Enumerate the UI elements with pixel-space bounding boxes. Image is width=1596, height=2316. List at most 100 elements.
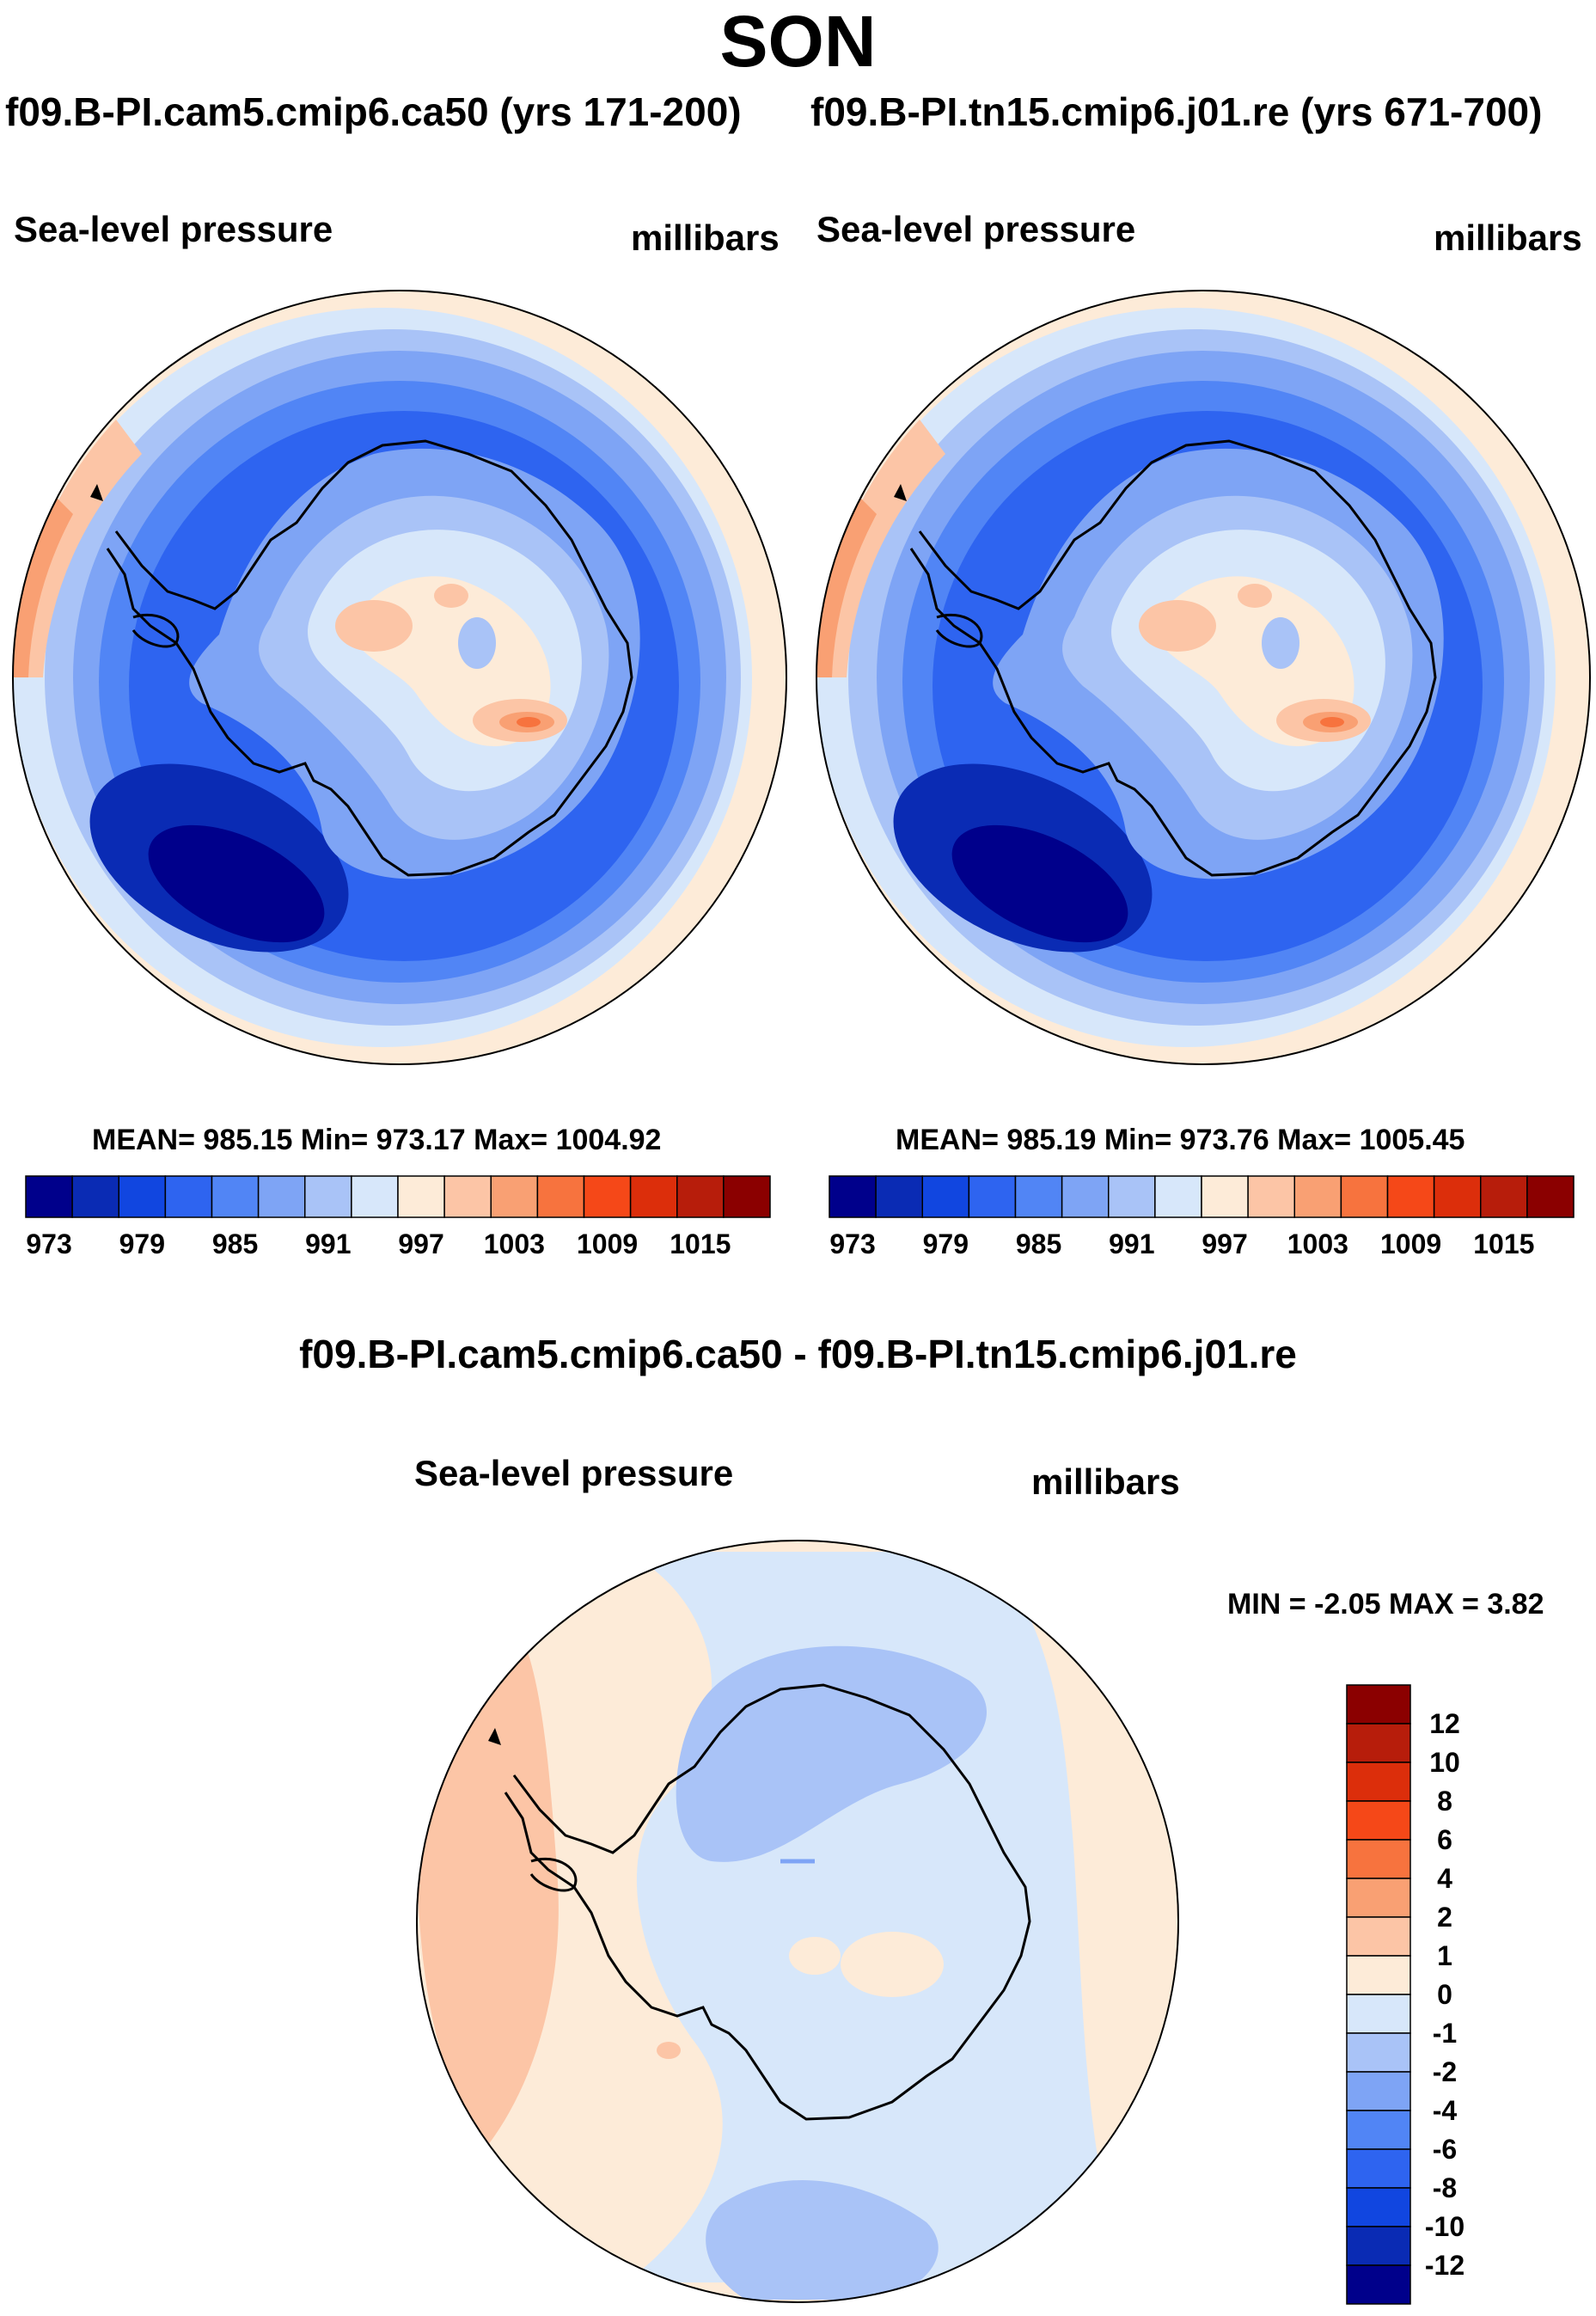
- diff-colorbar-tick-label: -4: [1433, 2095, 1458, 2126]
- diff-colorbar-swatch: [1346, 2071, 1411, 2111]
- diff-panel-units: millibars: [1031, 1461, 1180, 1502]
- diff-colorbar-tick-label: -1: [1433, 2018, 1457, 2049]
- panel-2-colorbar-swatch: [1526, 1175, 1575, 1218]
- panel-1-colorbar-tick-label: 1009: [577, 1228, 638, 1259]
- panel-1-colorbar-tick-label: 1003: [484, 1228, 545, 1259]
- panel-2-colorbar-swatch: [829, 1175, 877, 1218]
- panel-2-colorbar-tick-label: 973: [829, 1228, 875, 1259]
- diff-colorbar-tick-label: 10: [1429, 1747, 1460, 1778]
- diff-colorbar-tick-label: -6: [1433, 2134, 1457, 2165]
- panel-1-colorbar-swatch: [583, 1175, 632, 1218]
- diff-colorbar-swatch: [1346, 1684, 1411, 1725]
- diff-map-border: [416, 1540, 1179, 2303]
- diff-colorbar-tick-label: 1: [1437, 1940, 1452, 1971]
- diff-colorbar-swatch: [1346, 2110, 1411, 2150]
- panel-1-units: millibars: [631, 218, 780, 258]
- panel-2-colorbar: 973 979 985 991 997 1003 1009 1015: [829, 1175, 1575, 1259]
- diff-colorbar-swatch: [1346, 1878, 1411, 1918]
- diff-colorbar-tick-label: 8: [1437, 1786, 1452, 1817]
- panel-1-colorbar-swatch: [118, 1175, 167, 1218]
- panel-1-colorbar-swatch: [723, 1175, 771, 1218]
- panel-1-colorbar-swatch: [536, 1175, 585, 1218]
- diff-colorbar-swatch: [1346, 2264, 1411, 2305]
- panel-2-colorbar-swatch: [1108, 1175, 1156, 1218]
- diff-colorbar-swatch: [1346, 1916, 1411, 1957]
- panel-2-colorbar-swatch: [1061, 1175, 1110, 1218]
- panel-1-colorbar-swatch: [304, 1175, 352, 1218]
- panel-1-map-border: [12, 290, 787, 1065]
- panel-1-colorbar-swatch: [490, 1175, 539, 1218]
- panel-1-colorbar-swatch: [397, 1175, 445, 1218]
- panel-2-colorbar-swatch: [1293, 1175, 1342, 1218]
- panel-1-colorbar-tick-label: 991: [305, 1228, 351, 1259]
- panel-1-colorbar-tick-label: 997: [398, 1228, 443, 1259]
- diff-colorbar-tick-label: -12: [1425, 2250, 1465, 2281]
- diff-colorbar-swatch: [1346, 1955, 1411, 1995]
- diff-colorbar-swatch: [1346, 1762, 1411, 1802]
- diff-colorbar-swatch: [1346, 1839, 1411, 1879]
- panel-2-case-title: f09.B-PI.tn15.cmip6.j01.re (yrs 671-700): [810, 89, 1543, 134]
- panel-1-colorbar-swatch: [164, 1175, 213, 1218]
- panel-2-map: [816, 291, 1590, 1064]
- panel-2-stats: MEAN= 985.19 Min= 973.76 Max= 1005.45: [896, 1124, 1465, 1156]
- panel-1-stats: MEAN= 985.15 Min= 973.17 Max= 1004.92: [92, 1124, 662, 1156]
- diff-panel-variable: Sea-level pressure: [414, 1453, 734, 1493]
- panel-2-colorbar-tick-label: 1015: [1473, 1228, 1534, 1259]
- panel-2-colorbar-tick-label: 991: [1109, 1228, 1154, 1259]
- diff-colorbar-swatch: [1346, 1800, 1411, 1841]
- panel-2-variable: Sea-level pressure: [816, 209, 1136, 249]
- panel-2-colorbar-tick-label: 985: [1016, 1228, 1061, 1259]
- panel-1-colorbar-tick-label: 973: [26, 1228, 71, 1259]
- panel-2-colorbar-tick-label: 1009: [1380, 1228, 1441, 1259]
- diff-colorbar-swatch: [1346, 2187, 1411, 2227]
- panel-2-map-border: [816, 290, 1591, 1065]
- panel-2-colorbar-swatch: [1340, 1175, 1389, 1218]
- panel-1-colorbar-tick-label: 1015: [670, 1228, 731, 1259]
- panel-1-colorbar-tick-label: 979: [119, 1228, 165, 1259]
- panel-2-colorbar-swatch: [1247, 1175, 1295, 1218]
- panel-1-colorbar-swatch: [443, 1175, 492, 1218]
- panel-2-colorbar-tick-label: 997: [1202, 1228, 1247, 1259]
- panel-1-colorbar: 973 979 985 991 997 1003 1009 1015: [25, 1175, 771, 1259]
- panel-2-colorbar-swatch: [1386, 1175, 1435, 1218]
- diff-colorbar-swatch: [1346, 1994, 1411, 2034]
- panel-2-colorbar-swatch: [1201, 1175, 1249, 1218]
- diff-colorbar-tick-label: 0: [1437, 1979, 1452, 2010]
- diff-colorbar-swatch: [1346, 2148, 1411, 2189]
- panel-1-map: [13, 291, 786, 1064]
- diff-colorbar-tick-label: 12: [1429, 1708, 1460, 1739]
- panel-1-colorbar-tick-label: 985: [212, 1228, 258, 1259]
- diff-colorbar-swatch: [1346, 1723, 1411, 1763]
- panel-2-units: millibars: [1434, 218, 1582, 258]
- panel-2-colorbar-swatch: [875, 1175, 923, 1218]
- figure-title: SON: [719, 1, 877, 82]
- panel-2-colorbar-tick-label: 979: [923, 1228, 969, 1259]
- panel-1-variable: Sea-level pressure: [14, 209, 333, 249]
- diff-colorbar-tick-label: -2: [1433, 2056, 1457, 2087]
- panel-1-colorbar-swatch: [676, 1175, 725, 1218]
- panel-1-case-title: f09.B-PI.cam5.cmip6.ca50 (yrs 171-200): [5, 89, 742, 134]
- diff-colorbar-tick-label: 6: [1437, 1824, 1452, 1855]
- panel-1-colorbar-swatch: [25, 1175, 73, 1218]
- panel-2-colorbar-swatch: [1154, 1175, 1202, 1218]
- diff-map: [417, 1541, 1178, 2302]
- panel-1-colorbar-swatch: [211, 1175, 260, 1218]
- panel-1-colorbar-swatch: [71, 1175, 119, 1218]
- panel-2-colorbar-swatch: [968, 1175, 1017, 1218]
- panel-2-colorbar-swatch: [921, 1175, 970, 1218]
- diff-colorbar-swatch: [1346, 2226, 1411, 2266]
- diff-minmax: MIN = -2.05 MAX = 3.82: [1227, 1588, 1544, 1621]
- panel-1-colorbar-swatch: [629, 1175, 678, 1218]
- diff-colorbar-tick-label: -10: [1425, 2211, 1465, 2242]
- diff-panel-title: f09.B-PI.cam5.cmip6.ca50 - f09.B-PI.tn15…: [299, 1332, 1297, 1376]
- panel-1-colorbar-swatch: [351, 1175, 399, 1218]
- diff-colorbar-swatch: [1346, 2032, 1411, 2073]
- panel-2-colorbar-swatch: [1433, 1175, 1482, 1218]
- panel-2-colorbar-swatch: [1014, 1175, 1063, 1218]
- diff-colorbar-tick-label: 4: [1437, 1863, 1452, 1894]
- panel-1-colorbar-swatch: [257, 1175, 306, 1218]
- panel-2-colorbar-tick-label: 1003: [1287, 1228, 1348, 1259]
- diff-colorbar-tick-label: -8: [1433, 2172, 1457, 2203]
